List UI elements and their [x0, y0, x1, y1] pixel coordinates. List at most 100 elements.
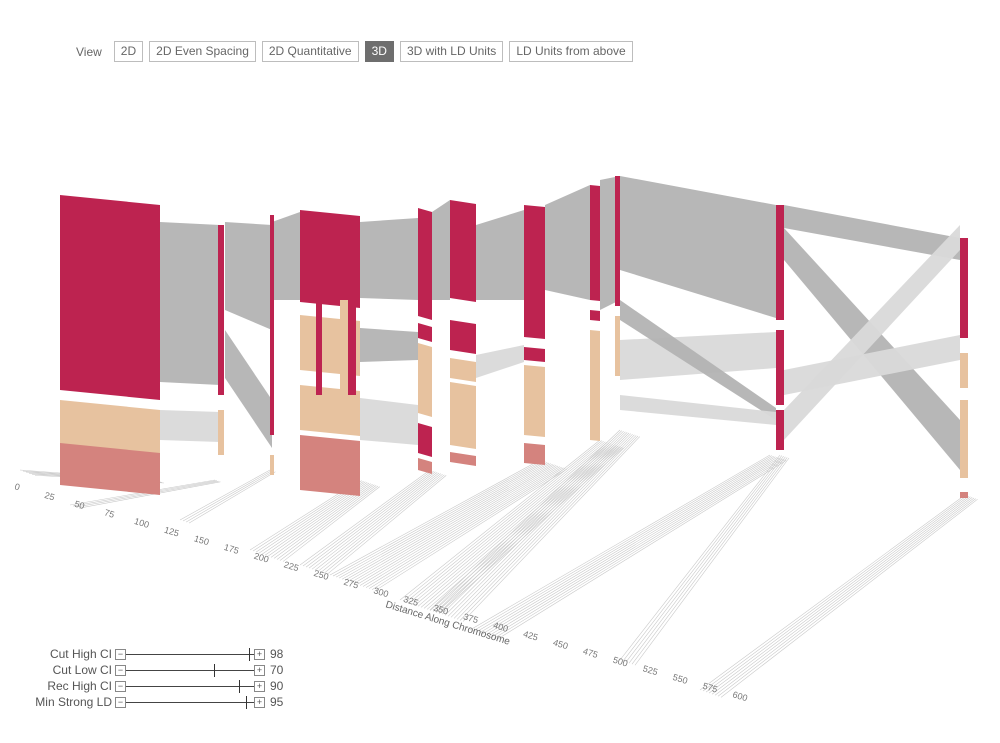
snp-position-line: [435, 430, 624, 613]
ld-block-strong: [450, 320, 476, 354]
control-value: 70: [270, 663, 284, 677]
snp-position-line: [487, 458, 781, 637]
view-ld-units-from-above-button[interactable]: LD Units from above: [509, 41, 633, 62]
snp-position-line: [347, 463, 551, 582]
ld-block-medium: [615, 316, 620, 376]
ld-band: [545, 185, 590, 300]
snp-position-line: [619, 454, 781, 661]
snp-position-line: [329, 459, 541, 576]
view-3d-button[interactable]: 3D: [364, 41, 394, 62]
axis-tick-label: 0: [13, 481, 21, 492]
axis-tick-label: 350: [432, 603, 449, 617]
snp-position-line: [326, 475, 447, 575]
snp-position-line: [702, 495, 967, 692]
snp-position-line: [496, 460, 787, 640]
axis-tick-label: 400: [492, 620, 509, 634]
increase-button[interactable]: +: [254, 665, 265, 676]
snp-position-line: [622, 455, 783, 662]
axis-tick-label: 450: [552, 637, 569, 651]
view-2d-quantitative-button[interactable]: 2D Quantitative: [261, 41, 359, 62]
ld-block-strong: [418, 423, 432, 457]
ld-block-strong: [615, 176, 620, 306]
ld-block-weak: [300, 435, 360, 496]
snp-position-line: [78, 481, 221, 509]
slider-track[interactable]: [126, 648, 254, 661]
snp-position-line: [459, 435, 639, 621]
ld-block-strong: [270, 215, 274, 435]
snp-position-line: [714, 497, 975, 696]
snp-position-line: [368, 467, 564, 589]
control-label: Cut Low CI: [52, 663, 112, 677]
ld-band: [225, 222, 272, 330]
haplotype-blocks: [60, 176, 968, 498]
axis-tick-label: 500: [612, 655, 629, 669]
axis-tick-label: 200: [253, 551, 270, 565]
snp-position-line: [323, 474, 445, 574]
snp-position-line: [493, 459, 785, 639]
snp-position-line: [634, 457, 790, 666]
decrease-button[interactable]: −: [115, 681, 126, 692]
ld-connection-bands: [160, 176, 960, 470]
ld-band: [360, 218, 418, 300]
ld-block-strong: [218, 225, 224, 395]
snp-position-line: [335, 460, 544, 578]
snp-position-line: [311, 472, 438, 570]
ld-band: [432, 200, 450, 300]
snp-position-line: [408, 441, 606, 604]
snp-position-line: [414, 442, 610, 606]
ld-block-strong: [418, 323, 432, 342]
snp-position-line: [469, 454, 771, 631]
increase-button[interactable]: +: [254, 697, 265, 708]
snp-position-line: [299, 469, 431, 566]
snp-position-line: [423, 444, 615, 609]
cut-high-ci-control: Cut High CI − + 98: [0, 647, 300, 661]
slider-thumb[interactable]: [249, 648, 251, 661]
slider-thumb[interactable]: [245, 696, 247, 709]
snp-position-line: [484, 457, 780, 636]
snp-position-line: [302, 470, 432, 567]
increase-button[interactable]: +: [254, 681, 265, 692]
snp-position-line: [350, 463, 553, 583]
decrease-button[interactable]: −: [115, 697, 126, 708]
snp-position-line: [341, 462, 548, 580]
ld-band: [620, 395, 776, 425]
ld-block-medium: [960, 353, 968, 388]
axis-tick-label: 525: [642, 663, 659, 677]
view-2d-button[interactable]: 2D: [113, 41, 144, 62]
axis-tick-label: 425: [522, 629, 539, 643]
ld-block-weak: [418, 458, 432, 474]
slider-track[interactable]: [126, 696, 254, 709]
snp-position-line: [359, 465, 559, 586]
view-label: View: [76, 44, 102, 59]
snp-position-lines: [19, 429, 978, 698]
snp-position-line: [179, 469, 271, 521]
axis-tick-label: 25: [43, 490, 56, 502]
ld-block-medium: [60, 400, 160, 455]
snp-position-line: [399, 439, 601, 601]
slider-thumb[interactable]: [214, 664, 216, 677]
slider-track[interactable]: [126, 664, 254, 677]
slider-thumb[interactable]: [239, 680, 241, 693]
increase-button[interactable]: +: [254, 649, 265, 660]
view-3d-ld-units-button[interactable]: 3D with LD Units: [399, 41, 504, 62]
ld-band: [784, 205, 960, 260]
control-value: 98: [270, 647, 284, 661]
ld-band: [620, 300, 776, 420]
ld-block-stripe: [348, 300, 356, 395]
snp-position-line: [441, 432, 628, 615]
snp-position-line: [711, 497, 973, 695]
ld-block-strong: [524, 347, 545, 362]
snp-position-line: [185, 470, 274, 523]
decrease-button[interactable]: −: [115, 649, 126, 660]
slider-track[interactable]: [126, 680, 254, 693]
ld-block-strong: [450, 200, 476, 302]
ld-band: [272, 212, 300, 300]
snp-position-line: [478, 456, 776, 634]
snp-position-line: [411, 442, 608, 605]
snp-position-line: [426, 445, 617, 610]
ld-band: [360, 328, 418, 362]
ld-band: [476, 345, 524, 378]
view-2d-even-spacing-button[interactable]: 2D Even Spacing: [149, 41, 256, 62]
decrease-button[interactable]: −: [115, 665, 126, 676]
ld-block-strong: [776, 330, 784, 405]
